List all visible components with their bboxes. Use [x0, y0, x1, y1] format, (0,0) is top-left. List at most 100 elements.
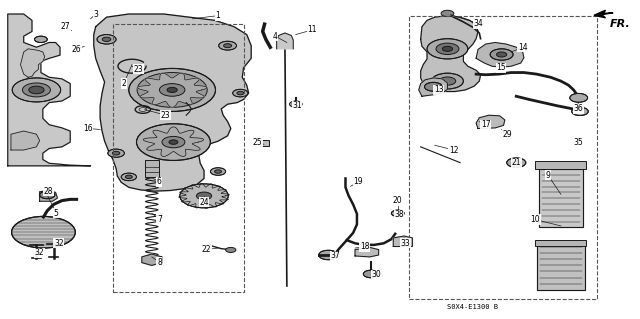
Text: 4: 4 — [273, 32, 278, 41]
Polygon shape — [11, 131, 40, 150]
Text: 27: 27 — [60, 22, 70, 31]
Circle shape — [512, 160, 521, 165]
Text: 18: 18 — [360, 242, 369, 251]
Bar — [536, 240, 586, 247]
Bar — [536, 161, 586, 169]
Circle shape — [441, 10, 454, 17]
Text: 35: 35 — [574, 137, 584, 147]
Polygon shape — [94, 14, 251, 191]
Circle shape — [570, 93, 588, 102]
Polygon shape — [40, 190, 58, 201]
Polygon shape — [476, 115, 505, 129]
Circle shape — [439, 77, 456, 85]
Text: 6: 6 — [157, 177, 162, 186]
Text: 15: 15 — [496, 63, 506, 72]
Circle shape — [169, 140, 178, 144]
Circle shape — [102, 37, 111, 41]
Circle shape — [507, 158, 526, 167]
Circle shape — [226, 248, 236, 252]
Circle shape — [159, 84, 185, 96]
Bar — [409, 16, 597, 299]
Polygon shape — [419, 78, 447, 96]
Text: 37: 37 — [330, 251, 340, 260]
Circle shape — [392, 210, 404, 216]
Text: 24: 24 — [199, 198, 209, 207]
Polygon shape — [142, 254, 162, 265]
Text: 36: 36 — [574, 104, 584, 113]
Polygon shape — [476, 42, 524, 67]
Circle shape — [490, 49, 513, 60]
Text: 19: 19 — [353, 177, 363, 186]
Circle shape — [289, 101, 302, 107]
Text: 14: 14 — [518, 43, 527, 52]
Text: 3: 3 — [93, 10, 98, 19]
Circle shape — [12, 216, 76, 248]
Circle shape — [424, 82, 442, 91]
Bar — [537, 241, 585, 290]
Text: 22: 22 — [202, 245, 211, 254]
Text: 20: 20 — [393, 196, 403, 205]
Circle shape — [497, 52, 507, 57]
Circle shape — [196, 192, 212, 200]
Text: 11: 11 — [308, 25, 317, 34]
Circle shape — [431, 73, 463, 89]
Polygon shape — [594, 10, 613, 18]
Text: 12: 12 — [449, 145, 459, 154]
Text: 17: 17 — [481, 120, 490, 129]
Text: 28: 28 — [44, 187, 53, 196]
Circle shape — [180, 184, 228, 208]
Circle shape — [237, 91, 244, 95]
Circle shape — [108, 149, 124, 157]
Circle shape — [129, 69, 216, 111]
Text: 1: 1 — [216, 11, 220, 20]
Circle shape — [572, 107, 588, 115]
Text: 29: 29 — [502, 130, 512, 139]
Circle shape — [40, 191, 55, 199]
Text: FR.: FR. — [610, 19, 630, 28]
Circle shape — [113, 151, 120, 155]
Text: 5: 5 — [54, 209, 59, 218]
Text: 9: 9 — [546, 171, 550, 180]
Text: 34: 34 — [473, 19, 483, 28]
Circle shape — [12, 78, 61, 102]
Text: 30: 30 — [371, 271, 381, 279]
Circle shape — [121, 173, 136, 181]
Bar — [539, 169, 583, 227]
Polygon shape — [420, 16, 481, 92]
Text: 2: 2 — [122, 79, 126, 88]
Text: 16: 16 — [83, 124, 93, 133]
Text: 23: 23 — [161, 111, 171, 120]
Text: 38: 38 — [394, 210, 404, 219]
Bar — [145, 160, 159, 177]
Circle shape — [22, 83, 51, 97]
Text: 31: 31 — [292, 101, 302, 110]
Text: S0X4-E1300 B: S0X4-E1300 B — [447, 304, 499, 310]
Circle shape — [29, 86, 44, 94]
Circle shape — [214, 170, 221, 173]
Polygon shape — [355, 248, 379, 257]
Text: 23: 23 — [134, 65, 143, 74]
Circle shape — [442, 46, 452, 51]
Circle shape — [136, 124, 211, 160]
Text: 25: 25 — [253, 137, 262, 147]
Circle shape — [35, 36, 47, 42]
Circle shape — [137, 72, 207, 107]
Circle shape — [167, 87, 177, 93]
Text: 10: 10 — [531, 215, 540, 224]
Text: 21: 21 — [511, 158, 521, 167]
Circle shape — [233, 89, 248, 97]
Polygon shape — [276, 33, 293, 49]
Bar — [260, 140, 269, 146]
Circle shape — [97, 34, 116, 44]
Text: 32: 32 — [35, 248, 44, 257]
Polygon shape — [143, 127, 204, 156]
Circle shape — [125, 175, 132, 179]
Circle shape — [364, 270, 379, 278]
Text: 8: 8 — [157, 258, 162, 267]
Polygon shape — [8, 14, 91, 166]
Circle shape — [219, 41, 237, 50]
Polygon shape — [394, 236, 412, 247]
Circle shape — [211, 168, 226, 175]
Text: 33: 33 — [401, 239, 410, 248]
Circle shape — [162, 137, 185, 148]
